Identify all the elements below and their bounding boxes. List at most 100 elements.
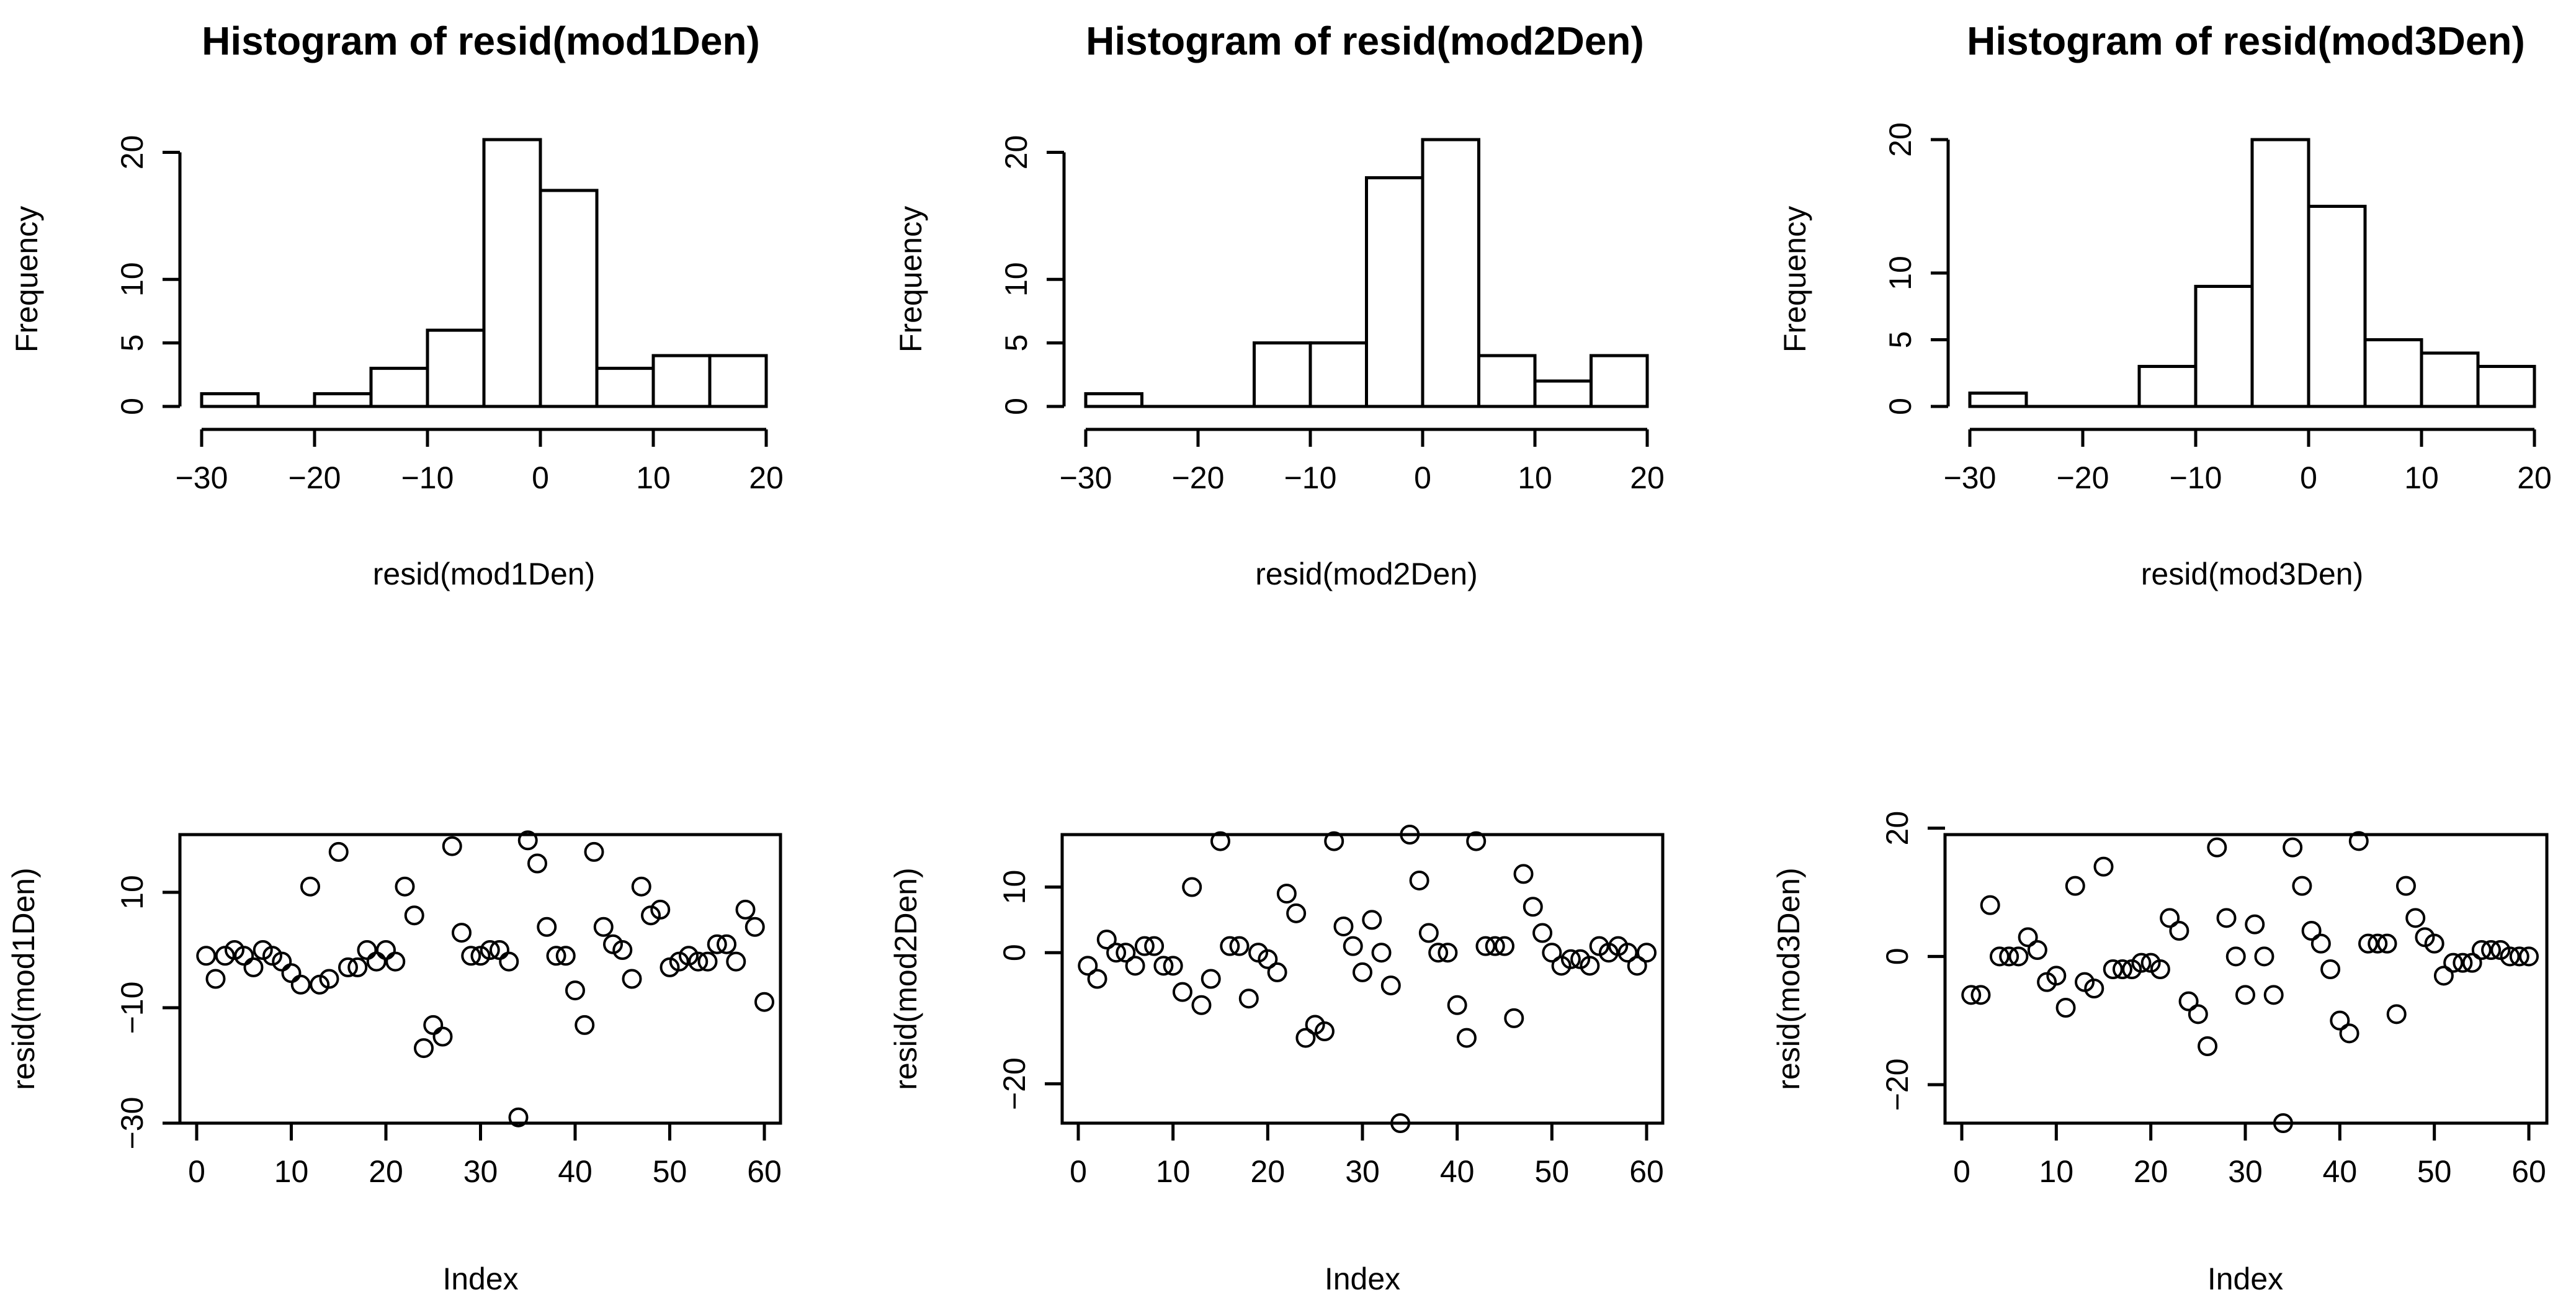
scatter-point (2254, 946, 2274, 967)
x-tick-label: 20 (2134, 1154, 2168, 1189)
x-tick-label: 50 (1535, 1154, 1570, 1189)
histogram-bar (1253, 341, 1312, 408)
y-axis-label: Frequency (1778, 206, 1812, 352)
scatter-point (2178, 991, 2199, 1011)
scatter-point (452, 923, 472, 943)
scatter-point (1380, 975, 1401, 996)
x-tick-label: 10 (274, 1154, 309, 1189)
scatter-point (2453, 953, 2473, 973)
scatter-point (404, 905, 424, 926)
scatter-point (2225, 946, 2246, 967)
histogram-bar (2194, 285, 2254, 408)
y-tick-label: 20 (1883, 122, 1918, 157)
histogram-bar (2420, 351, 2480, 408)
y-tick-label: 5 (1883, 331, 1918, 349)
index-plot-panel-2: 0 10 20 30 40 50 60 −20 0 10 Index resid(mod2Den) (888, 825, 1665, 1296)
scatter-point (2188, 1004, 2208, 1024)
y-axis-label: resid(mod3Den) (1771, 867, 1806, 1090)
scatter-point (2283, 837, 2303, 858)
y-tick-label: −20 (997, 1057, 1032, 1110)
scatter-point (2245, 914, 2265, 935)
scatter-point (1961, 985, 1982, 1005)
histogram-bar (1084, 392, 1143, 408)
x-tick-label: 50 (2417, 1154, 2452, 1189)
scatter-point (735, 899, 756, 920)
scatter-point (707, 934, 727, 954)
scatter-point (2235, 985, 2255, 1005)
scatter-point (2500, 946, 2520, 967)
y-tick-label: 0 (115, 398, 150, 415)
x-tick-label: −20 (1172, 460, 1225, 495)
histogram-bar (1308, 341, 1368, 408)
x-tick-label: 50 (653, 1154, 687, 1189)
histogram-bar (1365, 176, 1424, 408)
scatter-point (442, 836, 462, 856)
scatter-point (2386, 1004, 2407, 1024)
scatter-point (2198, 1036, 2218, 1056)
scatter-point (1617, 943, 1638, 963)
scatter-point (1532, 923, 1553, 943)
x-tick-label: 30 (463, 1154, 498, 1189)
scatter-point (612, 940, 633, 960)
scatter-point (432, 1026, 453, 1047)
scatter-point (2443, 953, 2464, 973)
y-tick-label: 10 (115, 262, 150, 297)
scatter-point (1580, 956, 1600, 976)
scatter-point (1106, 943, 1127, 963)
x-tick-label: 20 (1251, 1154, 1286, 1189)
scatter-point (1314, 1021, 1335, 1042)
scatter-point (1295, 1028, 1316, 1048)
scatter-point (697, 951, 718, 972)
scatter-point (300, 876, 320, 897)
scatter-point (2160, 908, 2180, 928)
y-tick-label: 5 (115, 334, 150, 352)
x-tick-label: 10 (2404, 460, 2439, 495)
histogram-bar (482, 138, 542, 408)
scatter-point (1096, 930, 1117, 950)
x-tick-label: 40 (558, 1154, 593, 1189)
scatter-point (243, 957, 264, 977)
scatter-point (2112, 959, 2132, 979)
y-tick-label: 10 (115, 875, 150, 910)
scatter-point (726, 951, 746, 972)
chart-title: Histogram of resid(mod2Den) (1086, 19, 1644, 63)
scatter-point (1456, 1028, 1477, 1048)
scatter-point (1087, 969, 1107, 989)
scatter-point (1980, 895, 2000, 915)
scatter-point (2084, 979, 2104, 998)
scatter-point (1523, 897, 1543, 917)
scatter-point (508, 1107, 529, 1127)
scatter-point (555, 946, 576, 966)
y-tick-label: 0 (1880, 948, 1915, 965)
scatter-point (1409, 870, 1429, 890)
scatter-point (2405, 908, 2426, 928)
x-axis-label: Index (2207, 1262, 2283, 1296)
histogram-bar (1590, 354, 1649, 408)
y-tick-label: 20 (999, 135, 1034, 170)
scatter-point (1400, 825, 1420, 845)
scatter-point (395, 876, 415, 897)
histogram-bar (651, 354, 712, 408)
x-tick-label: 40 (1440, 1154, 1475, 1189)
histogram-panel-1: Histogram of resid(mod1Den) −30 −20 −10 0 10 2… (9, 19, 784, 591)
scatter-point (1542, 943, 1562, 963)
x-axis-label: Index (1325, 1262, 1400, 1296)
scatter-point (1182, 877, 1202, 897)
x-tick-label: −10 (1284, 460, 1337, 495)
scatter-point (2358, 933, 2379, 954)
x-tick-label: 0 (2300, 460, 2317, 495)
y-tick-label: 10 (1883, 256, 1918, 290)
y-tick-label: −20 (1880, 1059, 1915, 1111)
x-tick-label: −20 (2057, 460, 2109, 495)
scatter-point (1999, 946, 2019, 967)
scatter-point (2433, 966, 2454, 986)
scatter-point (1144, 936, 1165, 956)
scatter-point (546, 946, 566, 966)
scatter-point (1238, 988, 1259, 1009)
scatter-point (1362, 910, 1382, 930)
scatter-point (328, 841, 349, 862)
histogram-bar (2476, 365, 2536, 408)
scatter-point (1125, 956, 1145, 976)
histogram-bar (2250, 138, 2310, 408)
scatter-point (2103, 959, 2123, 979)
